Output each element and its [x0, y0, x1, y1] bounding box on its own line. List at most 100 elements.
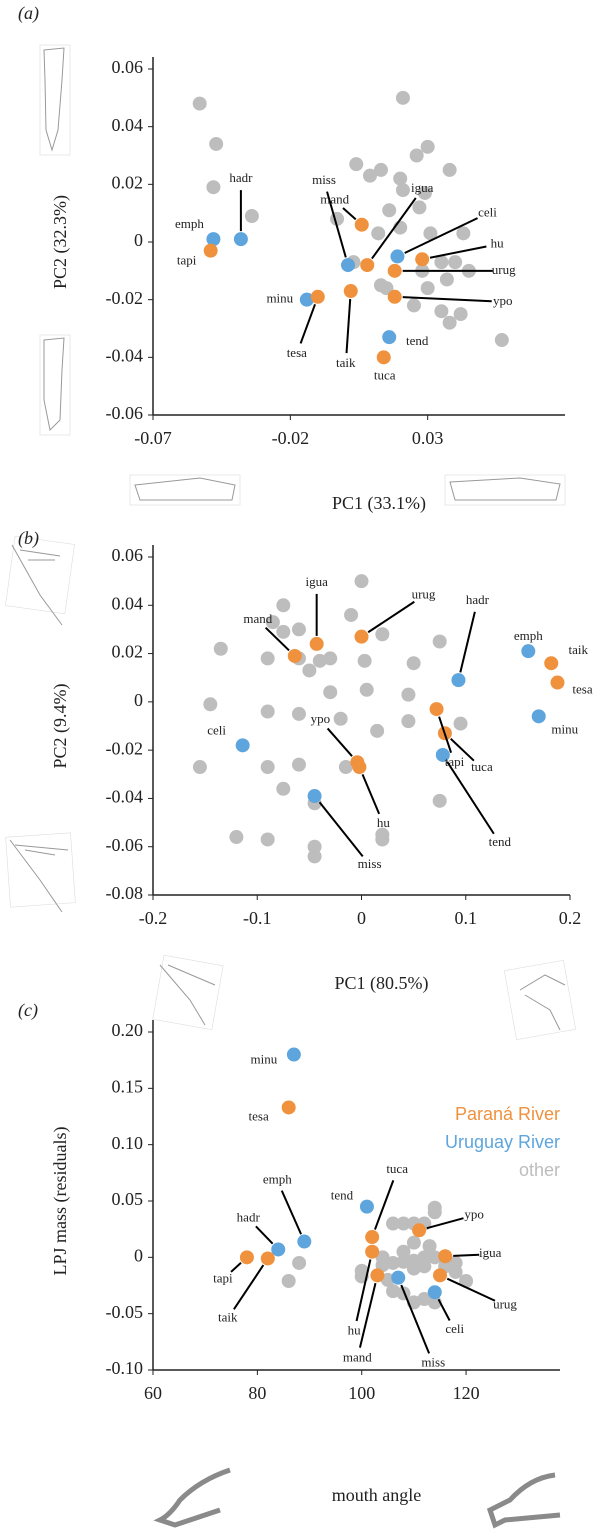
point: [415, 252, 430, 267]
point: [307, 839, 322, 854]
x-tick-label: 80: [248, 1383, 266, 1403]
y-tick-label: 0.06: [112, 545, 144, 565]
point: [235, 738, 250, 753]
thumb-grid: [39, 44, 71, 156]
point: [323, 651, 338, 666]
point: [451, 673, 466, 688]
y-tick-label: 0.10: [112, 1133, 144, 1153]
point: [448, 255, 463, 270]
point: [338, 760, 353, 775]
point-label: taik: [568, 642, 588, 657]
x-tick-label: -0.2: [139, 908, 168, 928]
point-label: ypo: [464, 1206, 484, 1221]
point: [409, 148, 424, 163]
point: [287, 648, 302, 663]
point: [260, 832, 275, 847]
y-tick-label: 0.05: [112, 1189, 144, 1209]
point: [376, 350, 391, 365]
point: [442, 315, 457, 330]
point: [354, 629, 369, 644]
panel-label: (b): [18, 528, 39, 549]
point-label: minu: [551, 721, 578, 736]
thumb-grid: [152, 954, 224, 1031]
leader-line: [367, 600, 415, 634]
point-label: urug: [412, 587, 436, 602]
point-label: emph: [263, 1172, 292, 1187]
leader-line: [326, 191, 347, 258]
point: [209, 136, 224, 151]
thumb-grid: [5, 832, 76, 908]
point: [406, 298, 421, 313]
y-tick-label: 0.04: [112, 115, 144, 135]
x-axis-label: PC1 (33.1%): [332, 493, 426, 514]
y-tick-label: 0.02: [112, 172, 144, 192]
point: [396, 1244, 411, 1259]
y-tick-label: -0.04: [106, 345, 144, 365]
leader-line: [404, 217, 478, 254]
point: [386, 1216, 401, 1231]
point: [359, 682, 374, 697]
point-label: mand: [320, 192, 349, 207]
point: [401, 687, 416, 702]
thumb-outline: [43, 47, 65, 152]
point: [291, 757, 306, 772]
y-tick-label: -0.06: [106, 835, 144, 855]
point: [291, 622, 306, 637]
point-label: ypo: [311, 711, 331, 726]
point-label: tend: [331, 1188, 354, 1203]
leader-line: [446, 1277, 496, 1302]
point: [233, 232, 248, 247]
point: [276, 624, 291, 639]
y-tick-label: 0: [134, 230, 143, 250]
leader-line: [374, 1180, 395, 1230]
point: [359, 1199, 374, 1214]
point: [239, 1250, 254, 1265]
point: [432, 793, 447, 808]
leader-line: [264, 626, 290, 652]
thumb-outline: [159, 964, 216, 1026]
point: [352, 760, 367, 775]
leader-line: [371, 197, 417, 260]
point: [386, 1284, 401, 1299]
x-tick-label: 100: [348, 1383, 375, 1403]
point: [192, 760, 207, 775]
point: [387, 263, 402, 278]
point: [375, 827, 390, 842]
point: [265, 615, 280, 630]
mouth-icon: [486, 1472, 561, 1529]
y-axis-label: PC2 (9.4%): [50, 683, 71, 768]
point: [456, 226, 471, 241]
point: [406, 1235, 421, 1250]
point: [412, 200, 427, 215]
point: [427, 1285, 442, 1300]
leader-line: [280, 1190, 302, 1235]
point: [420, 281, 435, 296]
point: [439, 272, 454, 287]
point: [203, 697, 218, 712]
leader-line: [459, 611, 476, 673]
point: [459, 1273, 474, 1288]
point: [299, 292, 314, 307]
x-tick-label: 0.2: [559, 908, 582, 928]
point: [312, 653, 327, 668]
thumb-grid: [39, 334, 71, 436]
thumb-outline: [43, 337, 65, 432]
point: [434, 255, 449, 270]
point: [357, 653, 372, 668]
thumb-outline: [519, 974, 566, 1031]
point: [307, 849, 322, 864]
point: [203, 243, 218, 258]
point: [434, 304, 449, 319]
point-label: urug: [492, 262, 516, 277]
point-label: mand: [343, 1349, 372, 1364]
point: [354, 217, 369, 232]
leader-line: [255, 1225, 274, 1245]
point: [448, 1264, 463, 1279]
y-tick-label: -0.10: [106, 1358, 144, 1378]
point: [417, 1259, 432, 1274]
y-tick-label: 0.06: [112, 57, 144, 77]
thumb-outline: [11, 544, 63, 626]
point: [393, 171, 408, 186]
point: [412, 1223, 427, 1238]
point: [373, 278, 388, 293]
